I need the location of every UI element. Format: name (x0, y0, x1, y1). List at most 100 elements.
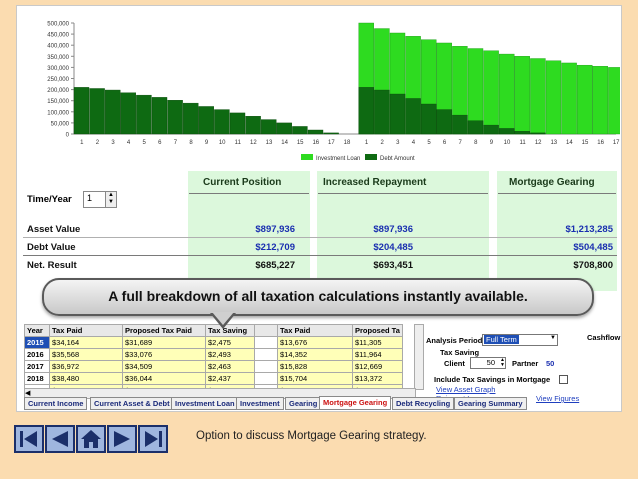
cell (254, 372, 278, 385)
view-figures-link[interactable]: View Figures (536, 394, 580, 403)
cell: $15,828 (277, 360, 353, 373)
col-header-proposed-tax-paid[interactable]: Proposed Tax Paid (122, 324, 206, 337)
cell: $14,352 (277, 348, 353, 361)
callout-banner: A full breakdown of all taxation calcula… (42, 278, 594, 329)
callout-pointer-inner (212, 312, 234, 325)
y-tick-label: 150,000 (47, 99, 69, 105)
x-tick-label: 6 (158, 140, 162, 146)
client-spinner[interactable]: 50 ▲ ▼ (470, 357, 506, 369)
tab-current-income[interactable]: Current Income (24, 397, 88, 410)
x-tick-label: 18 (344, 140, 351, 146)
bar-investment-loan (592, 66, 608, 135)
bar-debt-amount (483, 124, 499, 135)
first-slide-button[interactable] (14, 425, 44, 453)
tab-current-asset-debt[interactable]: Current Asset & Debt (90, 397, 174, 410)
home-button[interactable] (76, 425, 106, 453)
header-increased-repayment: Increased Repayment (323, 177, 427, 188)
y-tick-label: 400,000 (47, 44, 69, 50)
callout-text: A full breakdown of all taxation calcula… (108, 288, 528, 304)
year-cell[interactable]: 2017 (24, 360, 50, 373)
bar-debt-amount (389, 93, 406, 135)
net-result-current: $685,227 (255, 260, 295, 271)
col-header-year[interactable]: Year (24, 324, 50, 337)
x-tick-label: 5 (427, 140, 431, 146)
bar-debt-amount (358, 87, 374, 135)
table-row[interactable]: 2018 $38,480 $36,044 $2,437 $15,704 $13,… (24, 372, 403, 385)
legend-swatch-investment-loan (301, 154, 313, 160)
cashflow-label: Cashflow (587, 333, 621, 342)
x-tick-label: 7 (459, 140, 463, 146)
chevron-down-icon[interactable]: ▼ (550, 335, 556, 341)
y-tick-label: 0 (66, 133, 70, 139)
cell: $36,044 (122, 372, 206, 385)
y-tick-label: 450,000 (47, 33, 69, 39)
x-tick-label: 16 (312, 140, 319, 146)
bar-investment-loan (530, 58, 546, 135)
cell: $13,372 (352, 372, 403, 385)
cell: $15,704 (277, 372, 353, 385)
last-slide-button[interactable] (138, 425, 168, 453)
include-tax-label: Include Tax Savings in Mortgage (434, 375, 551, 384)
bar-debt-amount (73, 87, 90, 135)
view-asset-graph-link[interactable]: View Asset Graph (436, 385, 496, 394)
bar-debt-amount (198, 106, 215, 135)
bar-debt-amount (182, 102, 199, 135)
row-label-net-result: Net. Result (27, 260, 77, 271)
spinner-arrows-icon[interactable]: ▲ ▼ (105, 192, 116, 207)
tab-gearing[interactable]: Gearing (285, 397, 322, 410)
year-cell[interactable]: 2015 (24, 336, 50, 349)
row-label-asset-value: Asset Value (27, 224, 81, 235)
bar-debt-amount (499, 128, 515, 135)
tab-mortgage-gearing[interactable]: Mortgage Gearing (319, 396, 392, 410)
bar-investment-loan (483, 50, 499, 135)
spinner-arrows-icon[interactable]: ▲ ▼ (500, 357, 505, 368)
time-year-spinner[interactable]: 1 ▲ ▼ (83, 191, 117, 208)
app-window: 500,000 450,000 400,000 350,000 300,000 250,0… (16, 5, 638, 412)
scroll-left-icon[interactable]: ◀ (25, 390, 31, 397)
tab-investment-loan[interactable]: Investment Loan (171, 397, 239, 410)
table-row[interactable]: 2015 $34,164 $31,689 $2,475 $13,676 $11,… (24, 336, 403, 349)
bar-investment-loan (499, 53, 515, 135)
next-slide-button[interactable] (107, 425, 137, 453)
debt-value-current: $212,709 (255, 242, 295, 253)
debt-value-increased: $204,485 (373, 242, 413, 253)
year-cell[interactable]: 2018 (24, 372, 50, 385)
x-tick-label: 10 (219, 140, 226, 146)
x-tick-label: 12 (535, 140, 542, 146)
loan-chart: 500,000 450,000 400,000 350,000 300,000 250,0… (18, 7, 638, 172)
cell: $34,509 (122, 360, 206, 373)
column-bg-current (188, 171, 310, 291)
x-tick-label: 9 (490, 140, 494, 146)
client-value: 50 (486, 358, 495, 367)
bar-debt-amount (467, 120, 484, 135)
bar-debt-amount (167, 100, 183, 135)
x-tick-label: 8 (189, 140, 193, 146)
x-tick-label: 7 (174, 140, 178, 146)
include-tax-checkbox[interactable] (559, 375, 568, 384)
cell: $35,568 (49, 348, 123, 361)
tab-gearing-summary[interactable]: Gearing Summary (454, 397, 527, 410)
year-cell[interactable]: 2016 (24, 348, 50, 361)
col-header-tax-paid[interactable]: Tax Paid (49, 324, 123, 337)
y-tick-label: 350,000 (47, 55, 69, 61)
x-tick-label: 3 (396, 140, 400, 146)
col-header-proposed-tax-2[interactable]: Proposed Ta (352, 324, 403, 337)
table-row[interactable]: 2017 $36,972 $34,509 $2,463 $15,828 $12,… (24, 360, 403, 373)
tab-investment[interactable]: Investment (236, 397, 284, 410)
cell: $33,076 (122, 348, 206, 361)
client-label: Client (444, 359, 465, 368)
col-header-tax-paid-2[interactable]: Tax Paid (277, 324, 353, 337)
x-tick-label: 4 (412, 140, 416, 146)
partner-label: Partner (512, 359, 539, 368)
table-vertical-scrollbar[interactable] (414, 324, 424, 390)
partner-value[interactable]: 50 (546, 359, 555, 368)
bar-debt-amount (214, 109, 230, 135)
bar-debt-amount (452, 114, 468, 135)
analysis-period-select[interactable]: Full Term ▼ (482, 334, 558, 346)
debt-value-gearing: $504,485 (573, 242, 613, 253)
x-tick-label: 17 (328, 140, 335, 146)
bar-investment-loan (608, 67, 624, 135)
table-row[interactable]: 2016 $35,568 $33,076 $2,493 $14,352 $11,… (24, 348, 403, 361)
tab-debt-recycling[interactable]: Debt Recycling (392, 397, 455, 410)
previous-slide-button[interactable] (45, 425, 75, 453)
